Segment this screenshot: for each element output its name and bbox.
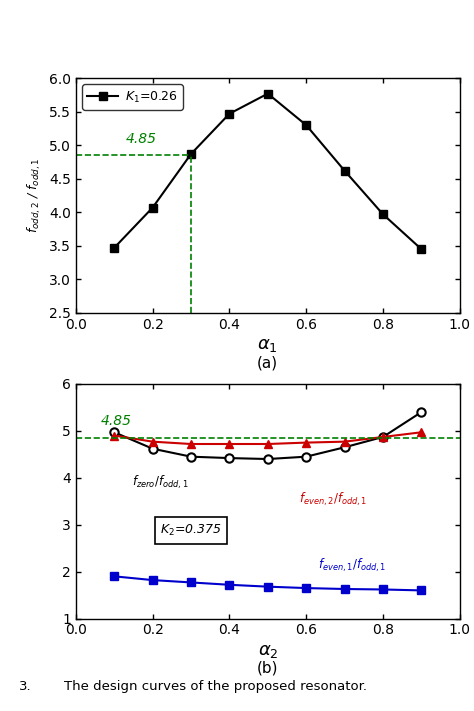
Text: 4.85: 4.85: [126, 132, 157, 146]
Text: (a): (a): [257, 355, 278, 370]
Legend: $K_1$=0.26: $K_1$=0.26: [82, 85, 182, 109]
Text: (b): (b): [257, 661, 279, 675]
Text: $K_2$=0.375: $K_2$=0.375: [160, 523, 222, 538]
Y-axis label: $f_{odd,2}$ / $f_{odd,1}$: $f_{odd,2}$ / $f_{odd,1}$: [26, 158, 44, 233]
Text: $f_{even,1}/f_{odd,1}$: $f_{even,1}/f_{odd,1}$: [318, 557, 386, 574]
Text: The design curves of the proposed resonator.: The design curves of the proposed resona…: [47, 680, 367, 693]
X-axis label: $\alpha_1$: $\alpha_1$: [257, 336, 278, 354]
Text: 3.: 3.: [19, 680, 32, 693]
X-axis label: $\alpha_2$: $\alpha_2$: [257, 641, 278, 660]
Text: $f_{even,2}/f_{odd,1}$: $f_{even,2}/f_{odd,1}$: [299, 491, 367, 508]
Text: $f_{zero}/f_{odd,1}$: $f_{zero}/f_{odd,1}$: [132, 474, 189, 491]
Text: 4.85: 4.85: [101, 415, 132, 428]
